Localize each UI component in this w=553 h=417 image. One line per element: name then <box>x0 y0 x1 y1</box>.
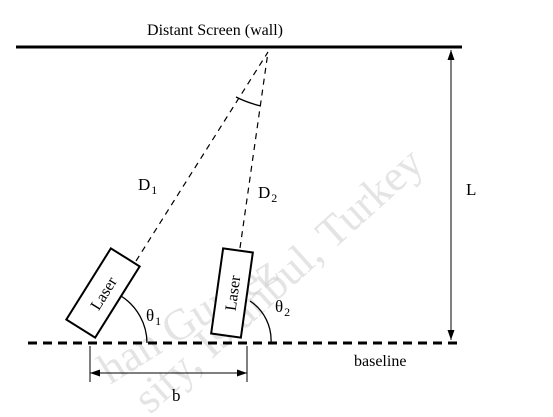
beam1-label: D1 <box>138 175 157 197</box>
distance-label: L <box>466 180 476 199</box>
laser2-body: Laser <box>210 247 254 339</box>
separation-dimension <box>89 346 248 382</box>
separation-label: b <box>172 386 181 405</box>
baseline-label: baseline <box>354 353 406 370</box>
beam2-label: D2 <box>258 183 277 205</box>
distance-dimension <box>447 50 455 340</box>
beam1-dashed-line <box>135 51 269 262</box>
beam2-dashed-line <box>239 51 269 249</box>
convergence-angle-arc <box>235 96 262 107</box>
angle1-label: θ1 <box>146 306 161 328</box>
angle1-arc <box>120 295 148 344</box>
angle2-label: θ2 <box>275 297 290 319</box>
laser2-label: Laser <box>223 274 245 312</box>
laser1-body: Laser <box>64 246 142 340</box>
screen-label: Distant Screen (wall) <box>147 22 283 39</box>
angle2-arc <box>249 300 272 344</box>
watermark-line2: sity, Istanbul, Turkey <box>124 138 433 417</box>
